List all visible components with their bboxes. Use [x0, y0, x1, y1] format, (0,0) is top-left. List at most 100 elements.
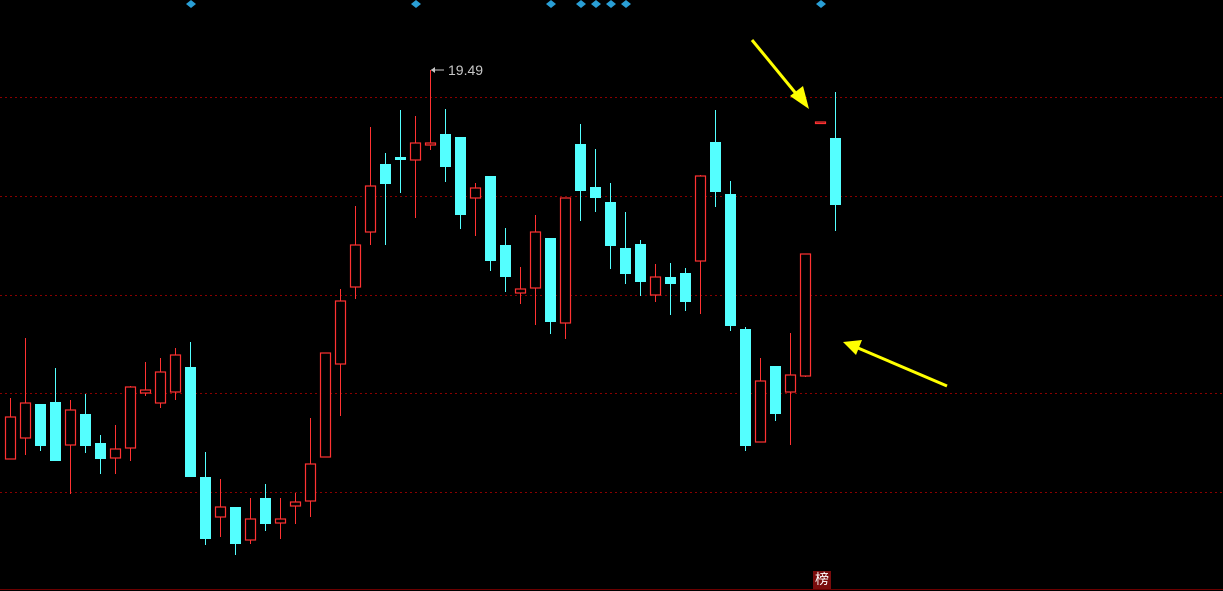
candle-body	[680, 273, 691, 302]
candle	[694, 175, 707, 314]
candle-body	[575, 144, 586, 191]
candle	[665, 263, 676, 315]
diamond-marker-icon	[411, 0, 421, 8]
candle	[710, 110, 721, 207]
candle	[799, 253, 812, 377]
candle	[754, 358, 767, 443]
diamond-marker-icon	[186, 0, 196, 8]
candle	[409, 116, 422, 218]
candle	[830, 92, 841, 231]
candle	[680, 268, 691, 311]
candle	[620, 212, 631, 284]
candle-body	[80, 414, 91, 446]
diamond-marker-icon	[816, 0, 826, 8]
candle-body	[319, 352, 332, 458]
candle	[364, 127, 377, 245]
candle	[784, 333, 797, 445]
candle	[649, 264, 662, 302]
candle-body	[214, 506, 227, 518]
candle-body	[710, 142, 721, 192]
candle	[469, 183, 482, 236]
candle	[80, 394, 91, 453]
candle-body	[4, 416, 17, 460]
candle-body	[364, 185, 377, 233]
candle	[19, 338, 32, 455]
candle	[230, 507, 241, 555]
candle	[424, 70, 437, 150]
candle-body	[380, 164, 391, 184]
candle-body	[289, 501, 302, 507]
candle-body	[230, 507, 241, 544]
candle	[529, 215, 542, 325]
candle	[169, 348, 182, 400]
candle	[440, 109, 451, 182]
candle-body	[139, 389, 152, 394]
candle-body	[469, 187, 482, 199]
candle	[289, 493, 302, 524]
candle-body	[665, 277, 676, 284]
candle-body	[334, 300, 347, 365]
candle-body	[19, 402, 32, 439]
candle-body	[725, 194, 736, 326]
candle-body	[64, 409, 77, 446]
candle	[214, 479, 227, 537]
candle-body	[169, 354, 182, 393]
candle	[95, 435, 106, 474]
candle	[559, 197, 572, 339]
candle-body	[500, 245, 511, 277]
candle	[605, 183, 616, 269]
candle-body	[185, 367, 196, 477]
candle-body	[770, 366, 781, 414]
candle-body	[440, 134, 451, 167]
candle-body	[424, 142, 437, 146]
arrow-left-icon	[431, 67, 435, 73]
candle	[50, 368, 61, 461]
candle-body	[200, 477, 211, 539]
candle-body	[529, 231, 542, 289]
max-price-label: 19.49	[448, 62, 483, 78]
candle	[395, 110, 406, 193]
candle	[725, 181, 736, 331]
candle-body	[605, 202, 616, 246]
candle-body	[754, 380, 767, 443]
candle-body	[559, 197, 572, 324]
candle	[319, 352, 332, 458]
candle	[349, 206, 362, 299]
candle	[500, 228, 511, 292]
candle-body	[830, 138, 841, 205]
candle	[200, 452, 211, 545]
candle-body	[635, 244, 646, 282]
candle	[304, 418, 317, 517]
max-price-annotation: 19.49	[431, 62, 483, 78]
candle-body	[35, 404, 46, 446]
candle-body	[349, 244, 362, 288]
candle-body	[95, 443, 106, 459]
candle	[380, 153, 391, 245]
candle	[139, 362, 152, 396]
candle	[575, 124, 586, 221]
candle-body	[109, 448, 122, 459]
candle	[64, 400, 77, 494]
arrow-head-icon	[843, 340, 862, 355]
candle	[124, 386, 137, 461]
rank-badge[interactable]: 榜	[813, 571, 831, 589]
diamond-marker-icon	[606, 0, 616, 8]
candle	[185, 342, 196, 477]
candle	[244, 498, 257, 544]
candle	[770, 366, 781, 421]
candle-body	[545, 238, 556, 322]
candle	[514, 267, 527, 304]
candles	[4, 70, 841, 555]
candle-body	[514, 288, 527, 294]
candle-body	[799, 253, 812, 377]
candle	[4, 398, 17, 460]
candle	[274, 498, 287, 539]
candle	[635, 240, 646, 296]
arrow-head-icon	[790, 86, 809, 109]
candle	[545, 238, 556, 334]
diamond-marker-icon	[576, 0, 586, 8]
candle-body	[784, 374, 797, 393]
candle	[35, 404, 46, 451]
gridlines	[0, 97, 1223, 493]
